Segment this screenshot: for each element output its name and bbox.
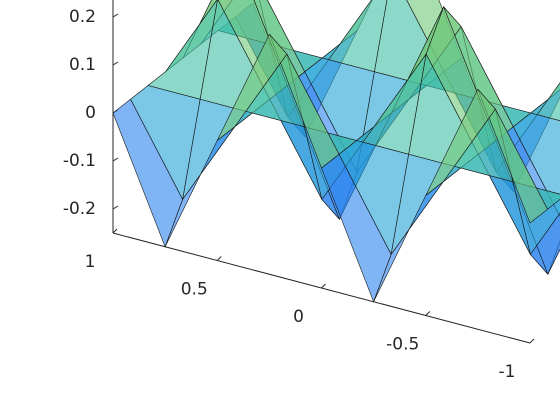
z-tick-label: -0.1 bbox=[63, 151, 96, 171]
z-tick bbox=[112, 205, 119, 210]
y-tick-label: 0.5 bbox=[181, 280, 208, 300]
y-tick bbox=[112, 228, 118, 234]
z-tick bbox=[112, 157, 119, 162]
y-tick-label: 1 bbox=[85, 252, 96, 272]
y-tick bbox=[425, 311, 431, 316]
y-tick-label: 0 bbox=[293, 307, 304, 327]
y-tick bbox=[216, 256, 222, 261]
y-tick bbox=[321, 283, 326, 289]
z-tick-label: -0.2 bbox=[63, 199, 96, 219]
z-tick bbox=[112, 13, 119, 18]
y-tick-label: -1 bbox=[499, 362, 516, 382]
z-tick-label: 0 bbox=[85, 103, 96, 123]
surface-patch bbox=[112, 98, 183, 248]
z-tick-label: 0.2 bbox=[69, 7, 96, 27]
y-tick-label: -0.5 bbox=[386, 335, 419, 355]
y-tick bbox=[529, 338, 535, 344]
surface-patch bbox=[548, 82, 560, 100]
z-tick bbox=[112, 61, 119, 66]
z-tick-label: 0.1 bbox=[69, 55, 96, 75]
